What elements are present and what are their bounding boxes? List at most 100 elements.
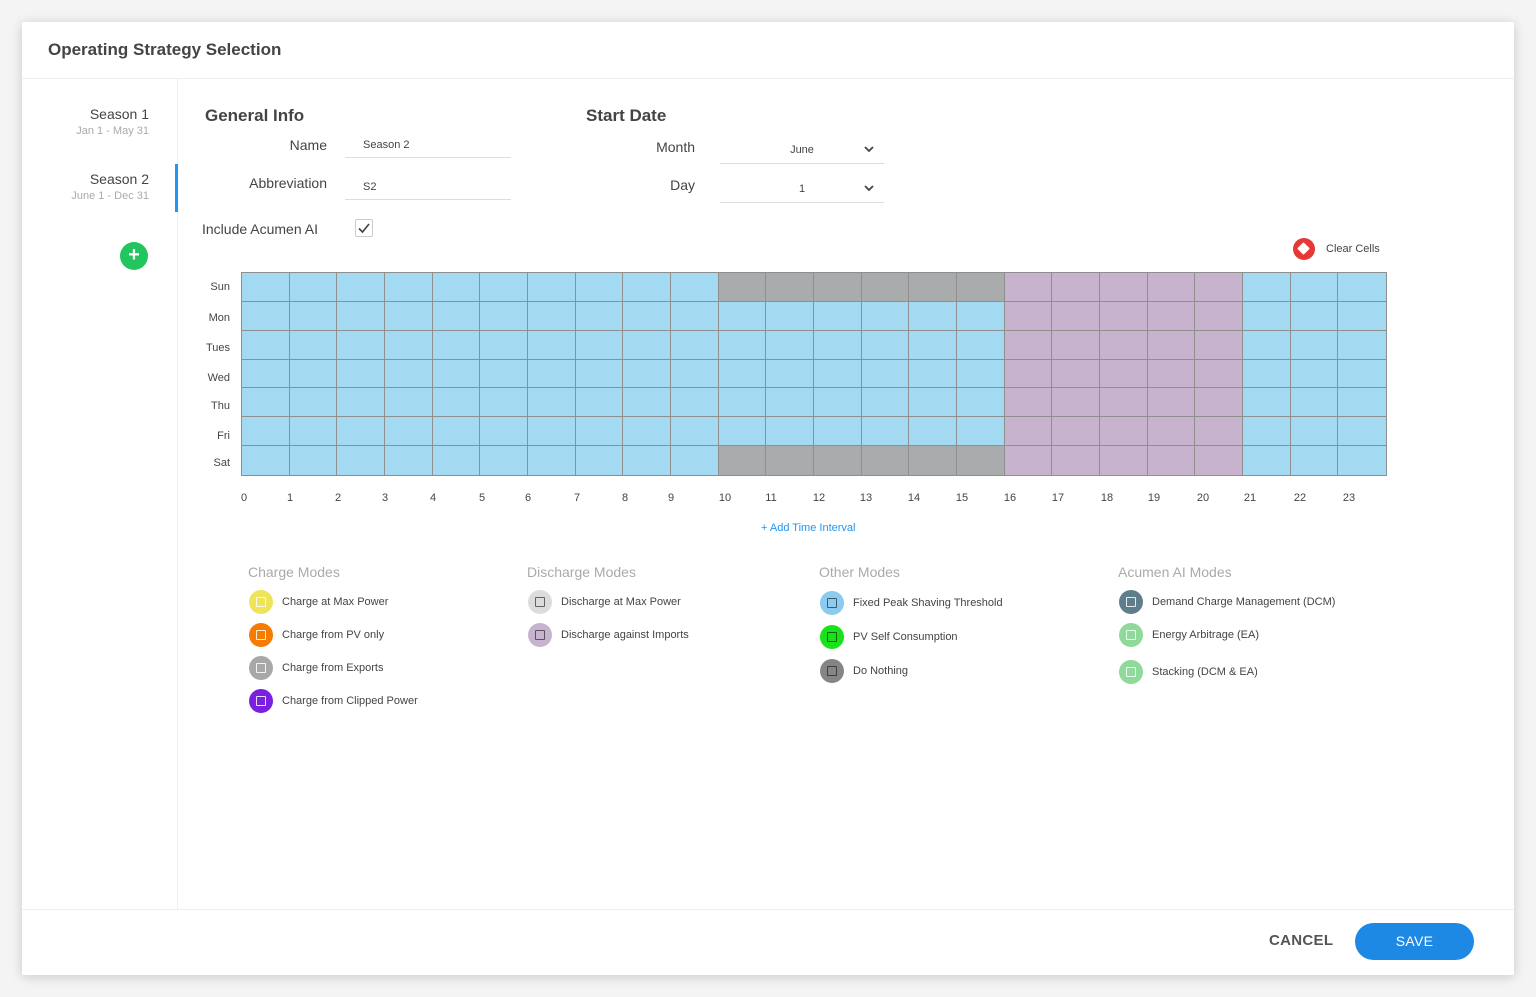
schedule-cell[interactable] — [1100, 301, 1148, 331]
schedule-cell[interactable] — [385, 388, 433, 418]
schedule-cell[interactable] — [432, 446, 481, 475]
schedule-cell[interactable] — [289, 330, 338, 360]
schedule-cell[interactable] — [1004, 273, 1053, 302]
schedule-cell[interactable] — [385, 446, 433, 475]
schedule-cell[interactable] — [480, 359, 528, 389]
schedule-cell[interactable] — [242, 359, 290, 389]
schedule-cell[interactable] — [1052, 417, 1100, 447]
schedule-cell[interactable] — [528, 417, 576, 447]
schedule-cell[interactable] — [480, 330, 528, 360]
schedule-cell[interactable] — [337, 446, 385, 475]
schedule-cell[interactable] — [1147, 446, 1196, 475]
schedule-cell[interactable] — [1100, 446, 1148, 475]
schedule-cell[interactable] — [1004, 301, 1053, 331]
schedule-cell[interactable] — [909, 417, 957, 447]
schedule-cell[interactable] — [1147, 388, 1196, 418]
name-input[interactable]: Season 2 — [345, 139, 511, 158]
schedule-cell[interactable] — [575, 273, 624, 302]
schedule-cell[interactable] — [575, 446, 624, 475]
schedule-cell[interactable] — [575, 330, 624, 360]
schedule-cell[interactable] — [1338, 273, 1386, 302]
schedule-cell[interactable] — [671, 446, 719, 475]
schedule-cell[interactable] — [909, 273, 957, 302]
schedule-cell[interactable] — [575, 301, 624, 331]
add-time-interval-link[interactable]: + Add Time Interval — [761, 522, 856, 534]
legend-item[interactable]: Charge from PV only — [249, 623, 384, 647]
schedule-cell[interactable] — [1147, 273, 1196, 302]
schedule-cell[interactable] — [957, 417, 1005, 447]
schedule-cell[interactable] — [909, 330, 957, 360]
schedule-cell[interactable] — [1195, 417, 1243, 447]
schedule-cell[interactable] — [1290, 359, 1339, 389]
schedule-cell[interactable] — [814, 417, 862, 447]
legend-item[interactable]: Discharge at Max Power — [528, 590, 681, 614]
schedule-cell[interactable] — [861, 273, 910, 302]
schedule-cell[interactable] — [1338, 388, 1386, 418]
schedule-cell[interactable] — [528, 359, 576, 389]
schedule-cell[interactable] — [1243, 359, 1291, 389]
schedule-cell[interactable] — [623, 417, 671, 447]
schedule-cell[interactable] — [671, 359, 719, 389]
schedule-cell[interactable] — [766, 446, 814, 475]
schedule-cell[interactable] — [1290, 301, 1339, 331]
month-select[interactable]: June — [720, 144, 884, 164]
schedule-cell[interactable] — [432, 417, 481, 447]
schedule-cell[interactable] — [671, 301, 719, 331]
schedule-cell[interactable] — [528, 446, 576, 475]
schedule-cell[interactable] — [957, 330, 1005, 360]
schedule-cell[interactable] — [1290, 330, 1339, 360]
schedule-cell[interactable] — [1338, 417, 1386, 447]
schedule-cell[interactable] — [1052, 388, 1100, 418]
schedule-cell[interactable] — [1100, 417, 1148, 447]
schedule-cell[interactable] — [718, 446, 767, 475]
schedule-cell[interactable] — [957, 388, 1005, 418]
schedule-cell[interactable] — [1290, 388, 1339, 418]
schedule-cell[interactable] — [1338, 446, 1386, 475]
schedule-cell[interactable] — [1004, 388, 1053, 418]
schedule-cell[interactable] — [242, 446, 290, 475]
schedule-cell[interactable] — [1147, 330, 1196, 360]
schedule-cell[interactable] — [528, 388, 576, 418]
schedule-cell[interactable] — [432, 273, 481, 302]
schedule-cell[interactable] — [1100, 388, 1148, 418]
schedule-cell[interactable] — [385, 417, 433, 447]
schedule-cell[interactable] — [1243, 417, 1291, 447]
schedule-cell[interactable] — [1052, 359, 1100, 389]
schedule-cell[interactable] — [1290, 446, 1339, 475]
schedule-cell[interactable] — [671, 330, 719, 360]
schedule-cell[interactable] — [814, 273, 862, 302]
legend-item[interactable]: Charge from Exports — [249, 656, 383, 680]
season-item-1[interactable]: Season 1 Jan 1 - May 31 — [76, 106, 149, 137]
schedule-cell[interactable] — [766, 417, 814, 447]
cancel-button[interactable]: CANCEL — [1269, 932, 1334, 949]
legend-item[interactable]: Discharge against Imports — [528, 623, 689, 647]
schedule-cell[interactable] — [814, 359, 862, 389]
schedule-cell[interactable] — [1052, 330, 1100, 360]
save-button[interactable]: SAVE — [1355, 923, 1474, 960]
schedule-cell[interactable] — [575, 388, 624, 418]
schedule-cell[interactable] — [766, 301, 814, 331]
schedule-cell[interactable] — [432, 388, 481, 418]
schedule-cell[interactable] — [909, 301, 957, 331]
day-select[interactable]: 1 — [720, 183, 884, 203]
schedule-cell[interactable] — [957, 446, 1005, 475]
schedule-cell[interactable] — [432, 359, 481, 389]
schedule-cell[interactable] — [1100, 359, 1148, 389]
schedule-cell[interactable] — [385, 273, 433, 302]
schedule-cell[interactable] — [432, 301, 481, 331]
schedule-cell[interactable] — [623, 446, 671, 475]
schedule-cell[interactable] — [385, 330, 433, 360]
schedule-cell[interactable] — [1195, 301, 1243, 331]
schedule-cell[interactable] — [1052, 301, 1100, 331]
schedule-cell[interactable] — [957, 359, 1005, 389]
schedule-cell[interactable] — [289, 301, 338, 331]
schedule-cell[interactable] — [1195, 330, 1243, 360]
schedule-cell[interactable] — [718, 330, 767, 360]
schedule-cell[interactable] — [1100, 330, 1148, 360]
schedule-cell[interactable] — [242, 273, 290, 302]
schedule-cell[interactable] — [337, 359, 385, 389]
schedule-cell[interactable] — [528, 273, 576, 302]
schedule-cell[interactable] — [337, 273, 385, 302]
schedule-cell[interactable] — [718, 273, 767, 302]
abbreviation-input[interactable]: S2 — [345, 181, 511, 200]
